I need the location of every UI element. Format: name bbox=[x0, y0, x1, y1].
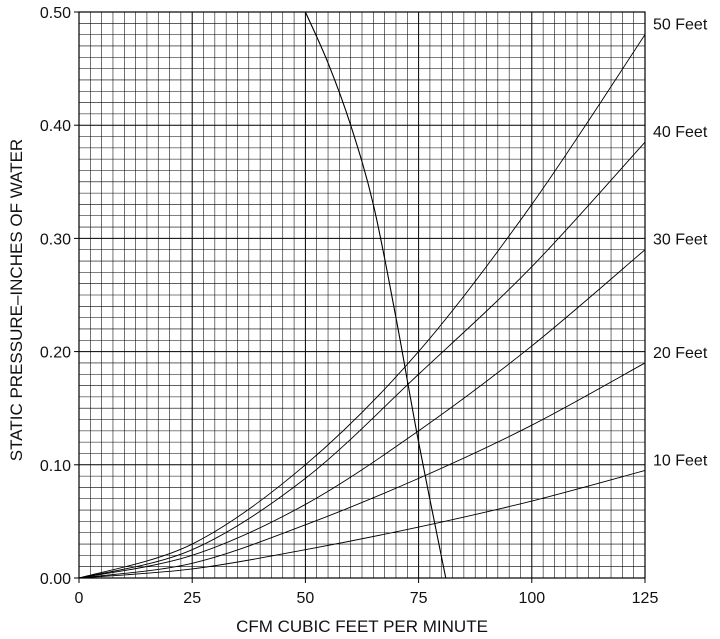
x-tick-label: 25 bbox=[183, 590, 201, 607]
y-axis-title: STATIC PRESSURE–INCHES OF WATER bbox=[7, 139, 26, 461]
series-label: 40 Feet bbox=[653, 124, 708, 141]
x-tick-label: 100 bbox=[518, 590, 545, 607]
y-tick-label: 0.00 bbox=[40, 571, 71, 588]
ticks: 0 25 50 75 100 125 0.00 0.10 0.20 0.30 0.40 0.50 bbox=[40, 5, 659, 607]
series-label: 10 Feet bbox=[653, 452, 708, 469]
x-tick-label: 50 bbox=[297, 590, 315, 607]
y-tick-label: 0.50 bbox=[40, 5, 71, 22]
series-label: 30 Feet bbox=[653, 232, 708, 249]
series-label: 20 Feet bbox=[653, 345, 708, 362]
grid bbox=[79, 12, 645, 578]
series-label: 50 Feet bbox=[653, 17, 708, 34]
system-curve-line bbox=[304, 11, 447, 579]
plot-frame bbox=[78, 11, 646, 579]
y-tick-label: 0.10 bbox=[40, 458, 71, 475]
curves bbox=[78, 11, 646, 579]
series-line-50-feet bbox=[78, 34, 646, 579]
series-line-20-feet bbox=[78, 362, 646, 579]
x-tick-label: 0 bbox=[75, 590, 84, 607]
x-axis-title: CFM CUBIC FEET PER MINUTE bbox=[236, 617, 488, 636]
curve-labels: 10 Feet 20 Feet 30 Feet 40 Feet 50 Feet bbox=[653, 17, 708, 470]
x-tick-label: 125 bbox=[632, 590, 659, 607]
y-tick-label: 0.40 bbox=[40, 118, 71, 135]
y-tick-label: 0.20 bbox=[40, 345, 71, 362]
series-line-10-feet bbox=[78, 470, 646, 579]
y-tick-label: 0.30 bbox=[40, 231, 71, 248]
series-line-40-feet bbox=[78, 141, 646, 579]
x-tick-label: 75 bbox=[410, 590, 428, 607]
series-line-30-feet bbox=[78, 249, 646, 579]
